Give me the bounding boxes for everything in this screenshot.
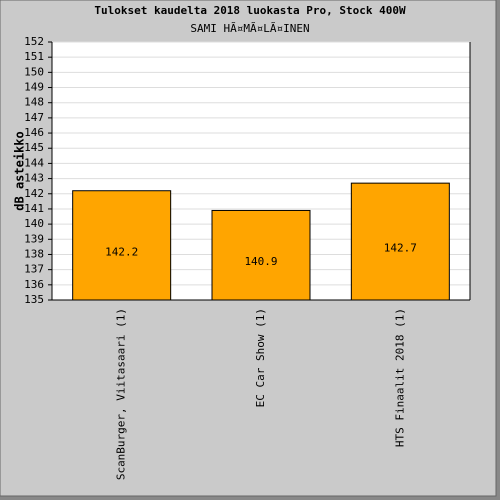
y-tick-label: 152 bbox=[24, 35, 44, 48]
value-label: 142.2 bbox=[105, 245, 138, 258]
y-tick-label: 136 bbox=[24, 278, 44, 291]
y-tick-label: 138 bbox=[24, 247, 44, 260]
y-tick-label: 150 bbox=[24, 65, 44, 78]
y-tick-label: 142 bbox=[24, 187, 44, 200]
y-tick-label: 135 bbox=[24, 293, 44, 306]
y-tick-label: 139 bbox=[24, 232, 44, 245]
bar bbox=[211, 209, 311, 301]
x-tick-label: EC Car Show (1) bbox=[254, 308, 267, 407]
y-tick-label: 148 bbox=[24, 96, 44, 109]
y-tick-label: 147 bbox=[24, 111, 44, 124]
value-label: 140.9 bbox=[244, 255, 277, 268]
x-tick-label: ScanBurger, Viitasaari (1) bbox=[115, 308, 128, 480]
y-tick-label: 143 bbox=[24, 172, 44, 185]
y-tick-label: 151 bbox=[24, 50, 44, 63]
value-label: 142.7 bbox=[384, 242, 417, 255]
y-tick-label: 140 bbox=[24, 217, 44, 230]
y-tick-label: 149 bbox=[24, 81, 44, 94]
y-tick-label: 137 bbox=[24, 263, 44, 276]
chart-subtitle: SAMI HÃ¤MÃ¤LÃ¤INEN bbox=[190, 22, 309, 35]
y-tick-label: 146 bbox=[24, 126, 44, 139]
chart-title: Tulokset kaudelta 2018 luokasta Pro, Sto… bbox=[94, 4, 406, 17]
x-tick-label: HTS Finaalit 2018 (1) bbox=[393, 308, 406, 447]
y-tick-label: 144 bbox=[24, 156, 44, 169]
y-tick-label: 141 bbox=[24, 202, 44, 215]
bar bbox=[72, 190, 172, 301]
y-axis-label: dB asteikko bbox=[13, 131, 27, 210]
y-tick-label: 145 bbox=[24, 141, 44, 154]
